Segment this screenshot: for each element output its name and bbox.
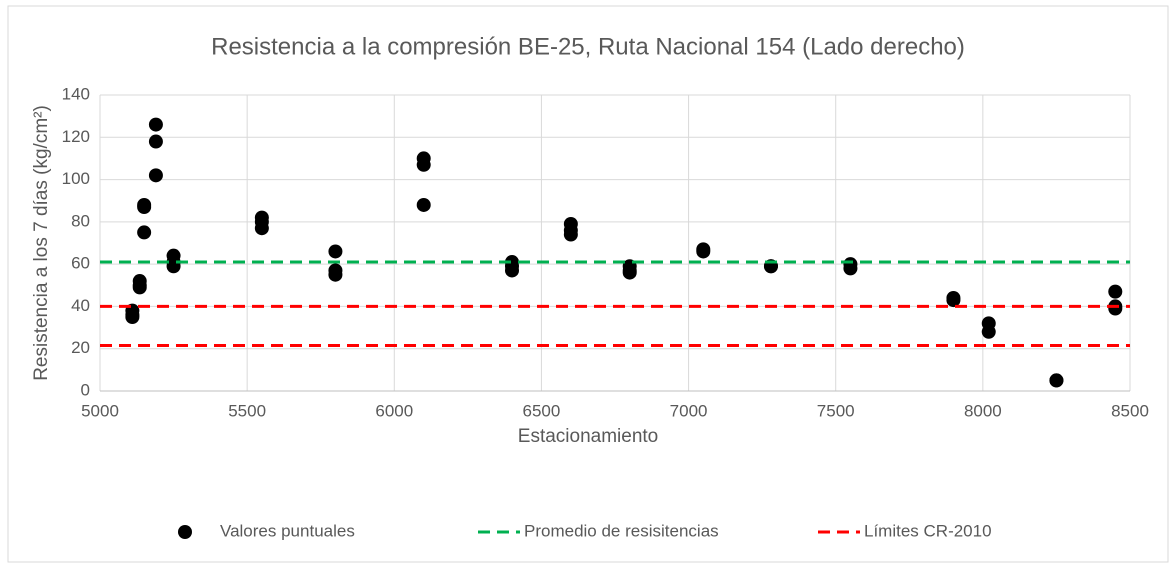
y-tick-label: 60 (71, 254, 90, 273)
data-point (563, 227, 578, 242)
data-point (696, 244, 711, 259)
chart-title: Resistencia a la compresión BE-25, Ruta … (211, 33, 965, 60)
data-point (254, 221, 269, 236)
data-point (981, 324, 996, 339)
data-point (622, 265, 637, 280)
legend-marker (178, 525, 192, 539)
y-axis-label: Resistencia a los 7 días (kg/cm²) (31, 105, 52, 381)
data-point (416, 157, 431, 172)
x-tick-label: 8500 (1111, 401, 1149, 420)
y-tick-label: 80 (71, 211, 90, 230)
data-point (148, 134, 163, 149)
data-point (1049, 373, 1064, 388)
y-tick-label: 40 (71, 296, 90, 315)
data-point (1108, 301, 1123, 316)
y-tick-label: 20 (71, 338, 90, 357)
data-point (125, 310, 140, 324)
data-point (137, 225, 152, 240)
x-tick-label: 5000 (81, 401, 119, 420)
x-tick-label: 5500 (228, 401, 266, 420)
x-axis-label: Estacionamiento (518, 426, 658, 447)
data-point (416, 197, 431, 212)
x-tick-label: 7000 (670, 401, 708, 420)
legend-label: Promedio de resisitencias (524, 521, 719, 540)
legend-label: Valores puntuales (220, 521, 355, 540)
y-tick-label: 100 (62, 169, 90, 188)
y-tick-label: 120 (62, 127, 90, 146)
data-point (328, 267, 343, 282)
x-tick-label: 6000 (375, 401, 413, 420)
x-tick-label: 8000 (964, 401, 1002, 420)
y-tick-label: 140 (62, 84, 90, 103)
chart-frame (7, 5, 1169, 563)
data-point (137, 200, 152, 215)
data-point (148, 168, 163, 183)
data-point (946, 293, 961, 308)
data-point (328, 244, 343, 259)
data-point (132, 280, 147, 295)
data-point (843, 261, 858, 276)
data-point (505, 263, 519, 278)
legend-label: Límites CR-2010 (864, 521, 992, 540)
data-point (1108, 284, 1123, 299)
x-tick-label: 7500 (817, 401, 855, 420)
x-tick-label: 6500 (523, 401, 561, 420)
data-point (148, 117, 163, 132)
y-tick-label: 0 (81, 380, 90, 399)
